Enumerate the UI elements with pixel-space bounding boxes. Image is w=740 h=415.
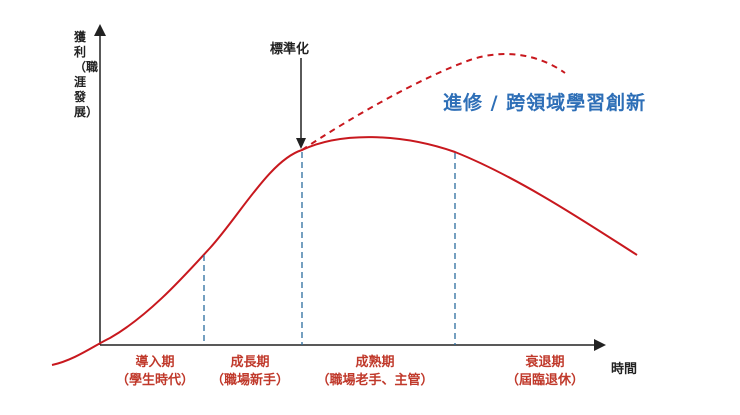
innovation-label: 進修 / 跨領域學習創新 <box>443 92 647 114</box>
stage-decline: 衰退期 （屆臨退休） <box>490 354 600 390</box>
standardization-label: 標準化 <box>270 42 310 57</box>
stage-name: 導入期 <box>135 355 175 370</box>
stage-growth: 成長期 （職場新手） <box>200 354 300 390</box>
stage-desc: （職場老手、主管） <box>316 373 434 388</box>
stage-name: 衰退期 <box>525 355 565 370</box>
y-axis-label: 獲利（職涯發展） <box>74 30 99 119</box>
stage-name: 成熟期 <box>355 355 395 370</box>
stage-introduction: 導入期 （學生時代） <box>105 354 205 390</box>
lifecycle-curve <box>51 136 638 366</box>
stage-desc: （學生時代） <box>115 373 194 388</box>
stage-desc: （屆臨退休） <box>505 373 584 388</box>
stage-maturity: 成熟期 （職場老手、主管） <box>300 354 450 390</box>
innovation-curve <box>301 53 566 151</box>
stage-name: 成長期 <box>230 355 270 370</box>
x-axis-label: 時間 <box>611 362 638 377</box>
stage-desc: （職場新手） <box>210 373 289 388</box>
